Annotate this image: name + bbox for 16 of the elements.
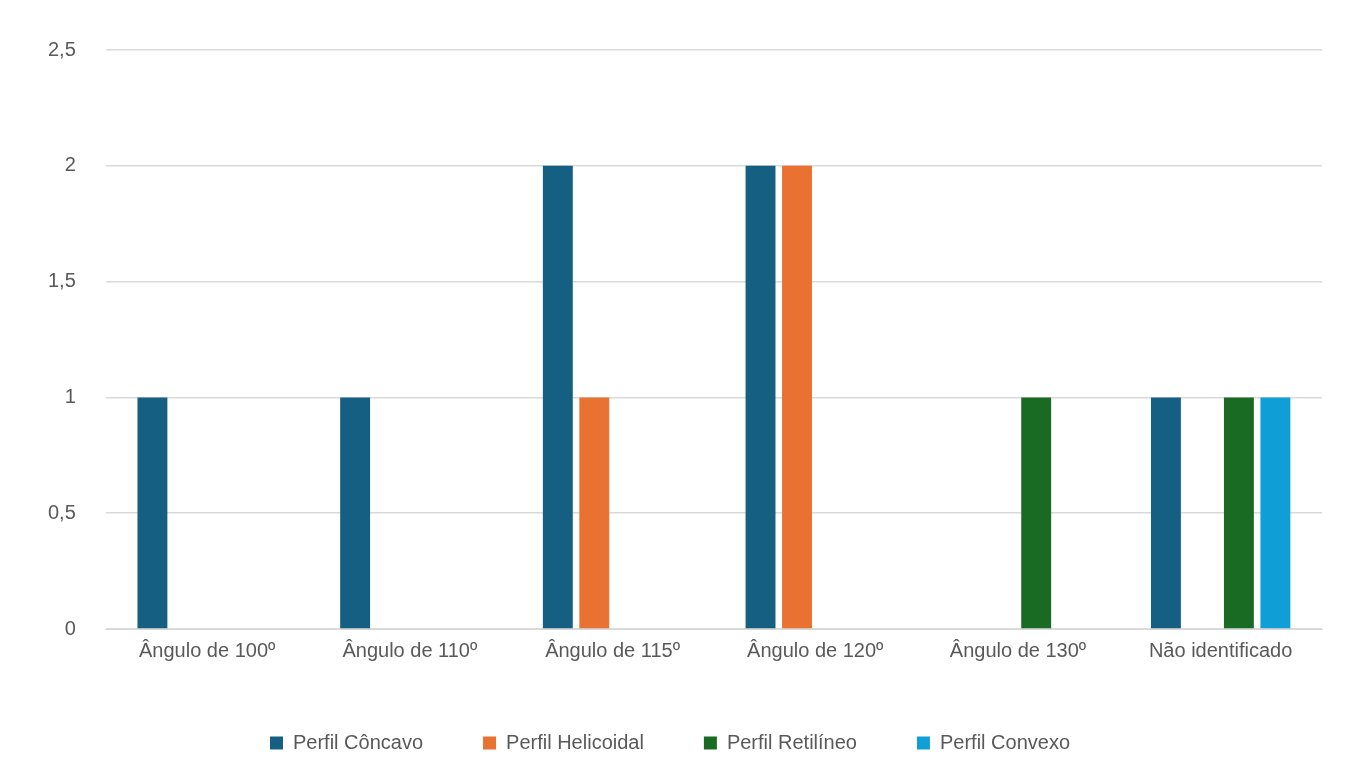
y-tick-label: 2,5 xyxy=(47,37,76,60)
legend-label: Perfil Helicoidal xyxy=(506,730,644,753)
x-tick-label: Ângulo de 100º xyxy=(139,638,276,661)
legend-label: Perfil Retilíneo xyxy=(726,730,857,753)
y-tick-label: 0,5 xyxy=(47,500,76,523)
y-tick-label: 2 xyxy=(64,153,76,176)
x-tick-label: Ângulo de 120º xyxy=(747,638,885,661)
legend-label: Perfil Côncavo xyxy=(293,730,424,753)
x-tick-label: Não identificado xyxy=(1148,638,1293,661)
y-tick-label: 0 xyxy=(64,616,76,639)
y-tick-label: 1 xyxy=(64,384,76,407)
legend-label: Perfil Convexo xyxy=(939,730,1071,753)
x-tick-label: Ângulo de 130º xyxy=(949,638,1087,661)
y-tick-label: 1,5 xyxy=(47,269,76,292)
x-tick-label: Ângulo de 110º xyxy=(342,638,478,661)
x-tick-label: Ângulo de 115º xyxy=(545,638,681,661)
